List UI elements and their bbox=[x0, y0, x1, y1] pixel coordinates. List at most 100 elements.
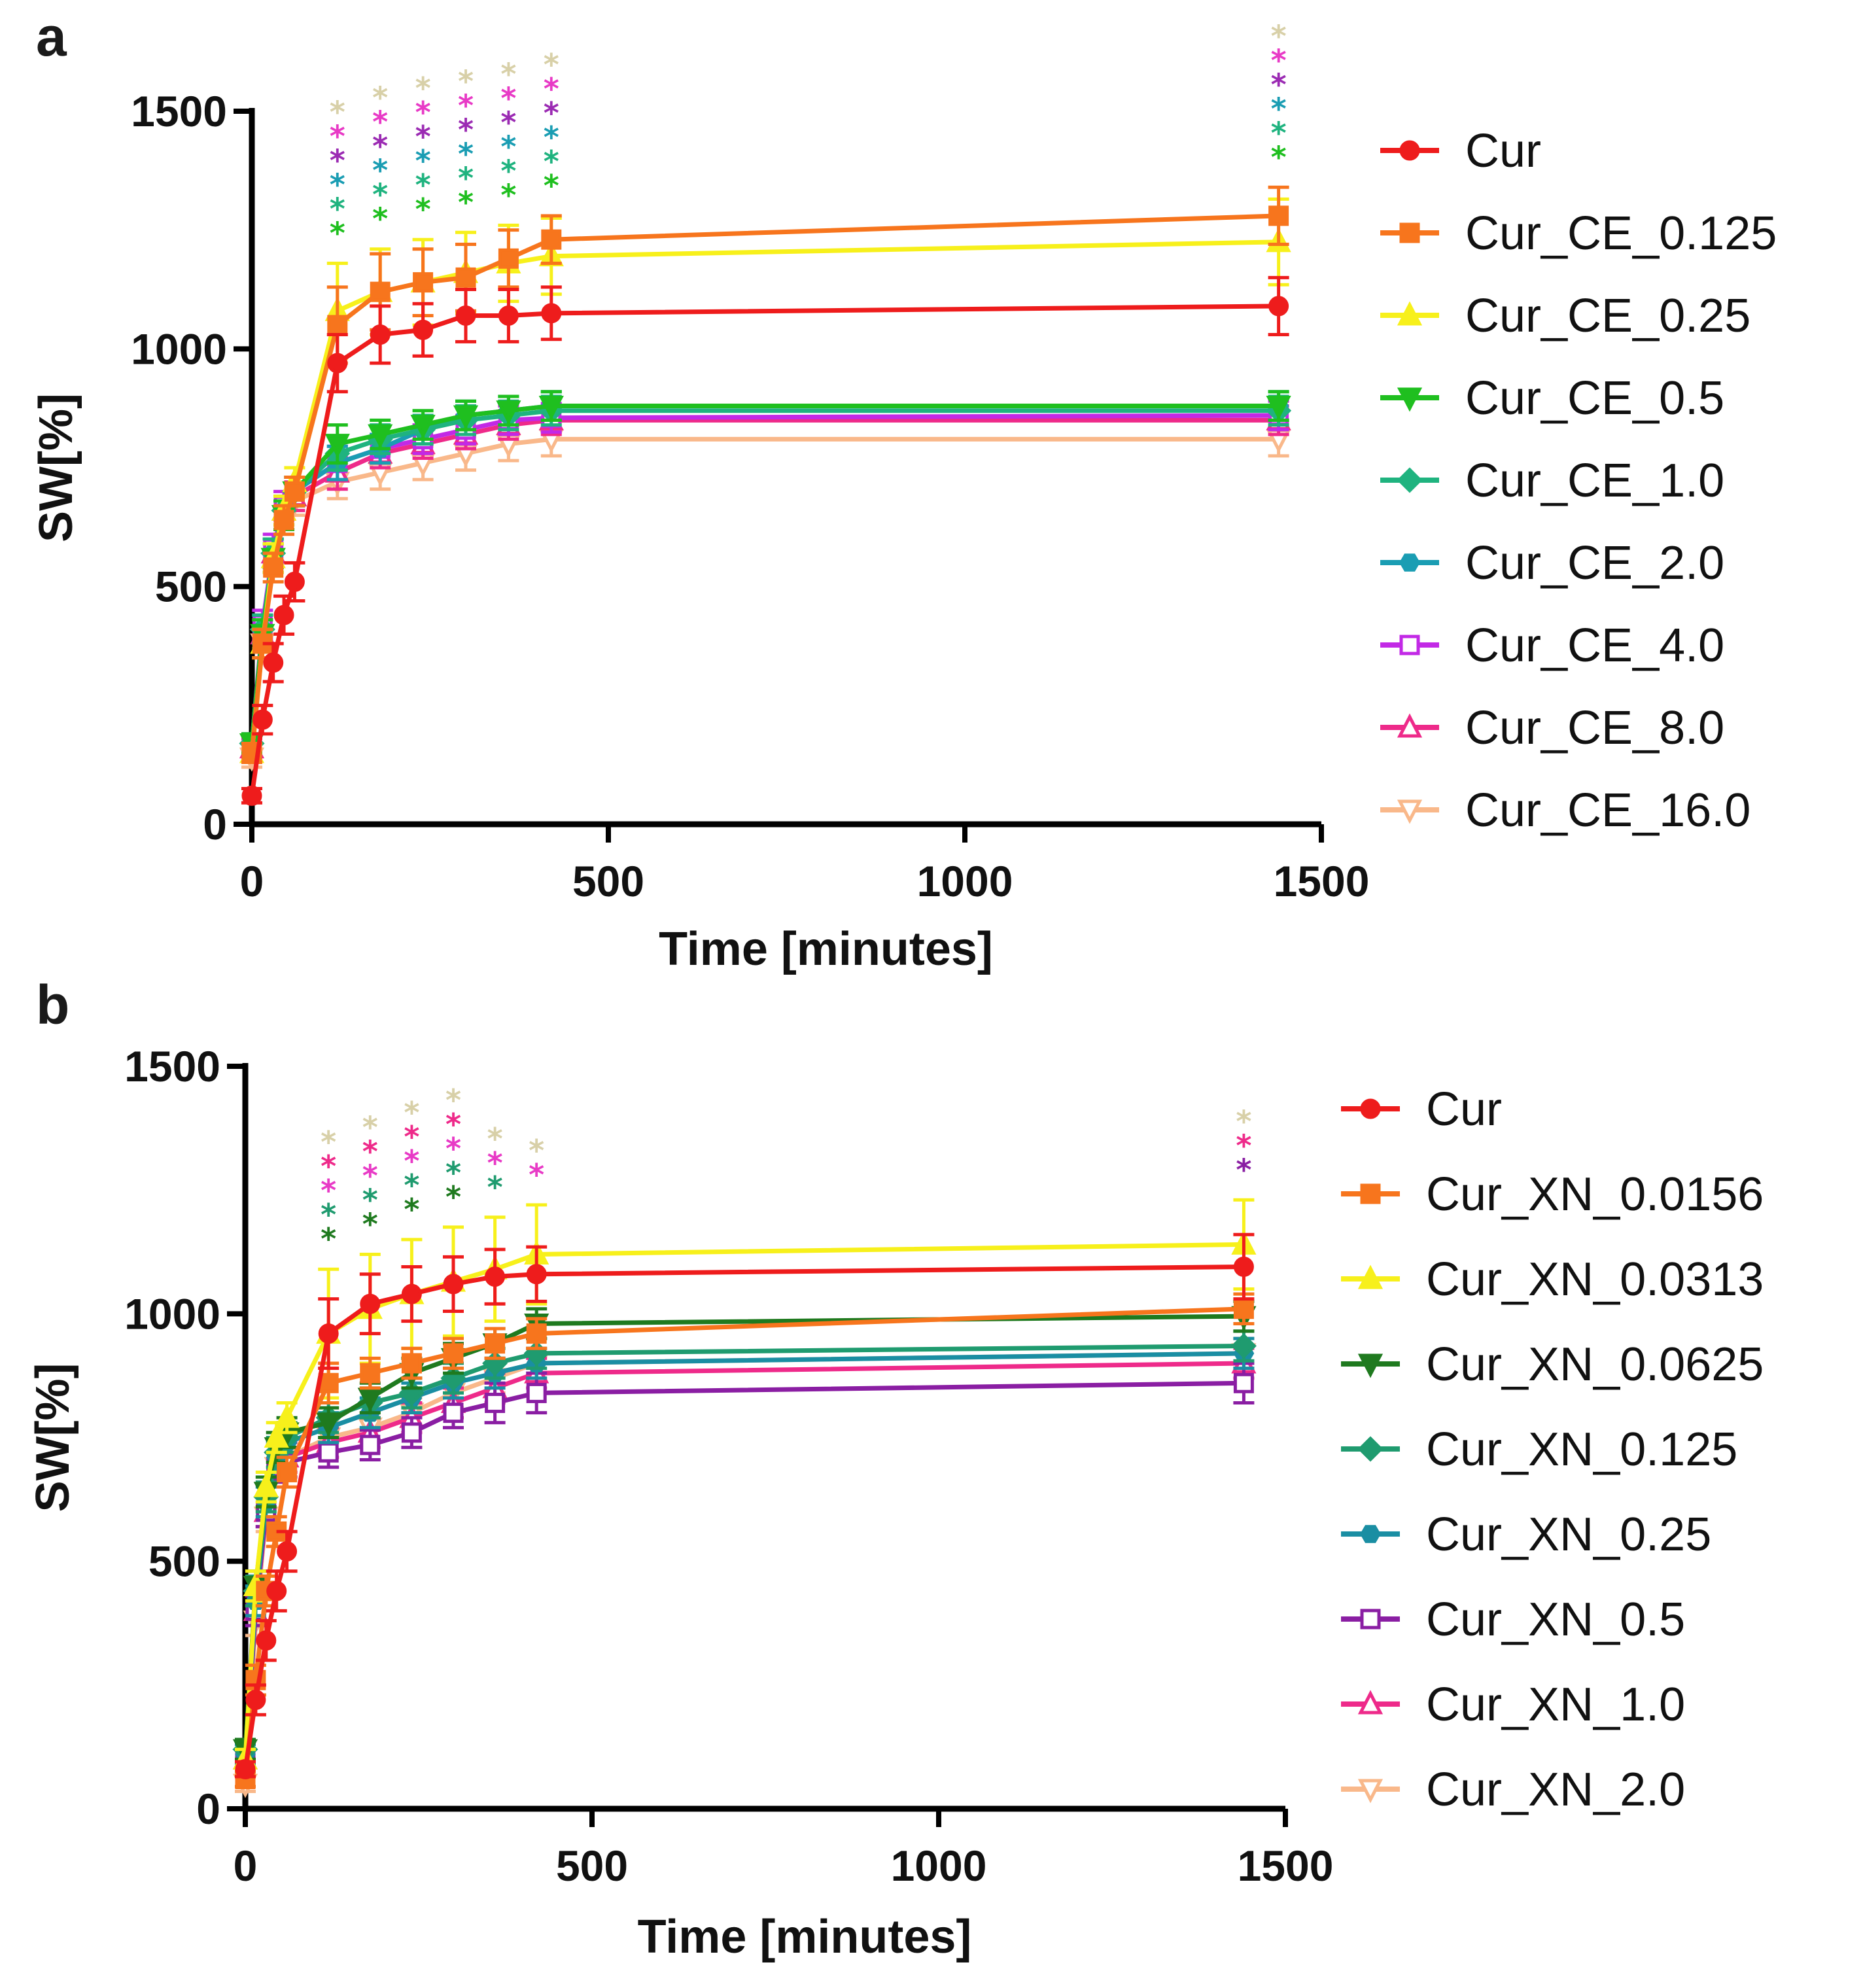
panel-b-legend-cur-xn-1-0-swatch-marker-0 bbox=[1357, 1690, 1384, 1715]
panel-a-legend-cur-ce-0-25-swatch-marker-0 bbox=[1397, 301, 1423, 326]
panel-a-cur-ce-0-125-marker-11 bbox=[1268, 205, 1289, 226]
panel-a-y-tick-label-3: 1500 bbox=[131, 87, 227, 135]
panel-b-y-tick-label-1: 500 bbox=[148, 1537, 220, 1586]
panel-a-significance-stars: ****************************************… bbox=[330, 18, 1287, 251]
panel-b-star-2-3: * bbox=[404, 1119, 419, 1155]
panel-a-cur-ce-8-0-series bbox=[239, 404, 1291, 759]
panel-a-legend-cur-ce-4-0-label: Cur_CE_4.0 bbox=[1465, 619, 1724, 672]
panel-a-star-4-4: * bbox=[500, 80, 516, 116]
panel-b-legend-cur-xn-2-0-swatch-marker-0 bbox=[1357, 1779, 1384, 1804]
panel-a-cur-ce-16-0-series bbox=[239, 421, 1291, 772]
panel-b-x-axis-title: Time [minutes] bbox=[638, 1911, 972, 1963]
panel-a-star-2-2: * bbox=[415, 143, 431, 179]
panel-b-x-tick-label-3: 1500 bbox=[1238, 1841, 1334, 1890]
panel-a-star-6-5: * bbox=[1271, 18, 1287, 54]
panel-b-cur-xn-0-0313-marker-3 bbox=[264, 1423, 289, 1448]
panel-a-legend-cur-ce-2-0-swatch-marker-0 bbox=[1399, 553, 1420, 572]
panel-b-legend-cur-label: Cur bbox=[1426, 1083, 1502, 1136]
panel-a-star-5-5: * bbox=[544, 47, 559, 82]
panel-a-cur-ce-0-5-marker-5 bbox=[324, 434, 350, 459]
panel-a-legend-cur-ce-1-0-label: Cur_CE_1.0 bbox=[1465, 455, 1724, 507]
panel-a-star-0-4: * bbox=[330, 119, 345, 154]
panel-b-cur-xn-0-125-series bbox=[232, 1329, 1257, 1762]
panel-b-legend-cur-xn-0-125-label: Cur_XN_0.125 bbox=[1426, 1423, 1737, 1476]
panel-a-star-0-5: * bbox=[330, 95, 345, 130]
panel-b-cur-xn-2-0-line bbox=[243, 1351, 1244, 1785]
panel-a-cur-ce-0-125-marker-9 bbox=[498, 248, 519, 269]
panel-b-star-1-3: * bbox=[362, 1134, 378, 1170]
panel-b-cur-marker-11 bbox=[1233, 1256, 1254, 1277]
panel-a-cur-marker-11 bbox=[1268, 296, 1289, 317]
panel-b-cur-xn-0-0156-marker-10 bbox=[526, 1323, 547, 1344]
panel-a-star-2-0: * bbox=[415, 192, 431, 227]
panel-a-cur-series bbox=[241, 275, 1289, 806]
panel-a-x-tick-label-0: 0 bbox=[240, 857, 264, 905]
panel-a-star-2-5: * bbox=[415, 71, 431, 106]
panel-a-star-5-0: * bbox=[544, 168, 559, 203]
panel-b-legend-cur-xn-0-0156-swatch-marker-0 bbox=[1360, 1183, 1381, 1204]
panel-b-legend-cur-swatch-marker-0 bbox=[1360, 1098, 1381, 1119]
panel-a-cur-ce-0-5-marker-11 bbox=[1266, 396, 1291, 420]
panel-b-legend-cur-xn-0-5-swatch-marker-0 bbox=[1360, 1609, 1381, 1630]
panel-a-star-1-1: * bbox=[372, 177, 388, 213]
panel-b-cur-marker-7 bbox=[401, 1283, 422, 1304]
panel-a-star-0-3: * bbox=[330, 143, 345, 179]
panel-b-legend-cur-xn-0-0313-swatch-marker-0 bbox=[1357, 1264, 1384, 1289]
panel-a-star-3-5: * bbox=[458, 63, 474, 99]
panel-a-cur-marker-8 bbox=[455, 305, 476, 326]
chart-panel-a: 0 500 1000 1500 0 500 1000 1500 Time [minutes] SW… bbox=[30, 18, 1777, 975]
panel-a-cur-ce-0-125-marker-10 bbox=[541, 229, 562, 250]
panel-b-star-2-2: * bbox=[404, 1143, 419, 1179]
panel-b-legend-cur-xn-1-0-label: Cur_XN_1.0 bbox=[1426, 1679, 1685, 1731]
panel-b-star-4-2: * bbox=[487, 1121, 503, 1157]
panel-a-legend-cur-swatch-marker-0 bbox=[1399, 140, 1420, 161]
panel-b-legend-cur-xn-0-5-label: Cur_XN_0.5 bbox=[1426, 1594, 1685, 1646]
panel-b-star-3-4: * bbox=[445, 1083, 461, 1118]
panel-b-star-6-0: * bbox=[1236, 1152, 1251, 1187]
panel-b-cur-xn-0-5-marker-6 bbox=[360, 1435, 381, 1456]
panel-b-star-1-2: * bbox=[362, 1159, 378, 1194]
panel-a-cur-ce-1-0-line bbox=[249, 408, 1279, 744]
panel-a-star-2-4: * bbox=[415, 95, 431, 130]
panel-a-series-group bbox=[239, 185, 1292, 806]
panel-b-y-tick-label-0: 0 bbox=[196, 1785, 220, 1833]
panel-a-star-3-0: * bbox=[458, 184, 474, 220]
panel-a-cur-ce-0-25-series bbox=[239, 197, 1291, 765]
panel-a-star-1-3: * bbox=[372, 129, 388, 164]
panel-b-star-1-4: * bbox=[362, 1110, 378, 1145]
panel-b-cur-xn-1-0-series bbox=[232, 1346, 1257, 1771]
panel-a-cur-marker-3 bbox=[273, 604, 294, 625]
panel-b-cur-marker-1 bbox=[245, 1690, 266, 1711]
panel-a-legend-cur-ce-8-0-swatch-marker-0 bbox=[1397, 713, 1423, 738]
panel-a-legend-cur-ce-16-0-swatch-marker-0 bbox=[1397, 799, 1423, 824]
panel-a-y-axis-title: SW[%] bbox=[30, 393, 82, 542]
panel-b-star-4-0: * bbox=[487, 1170, 503, 1205]
panel-b-cur-xn-0-0156-marker-7 bbox=[401, 1353, 422, 1374]
panel-b-cur-marker-0 bbox=[235, 1758, 256, 1779]
panel-b-star-2-0: * bbox=[404, 1192, 419, 1227]
panel-a-cur-ce-8-0-line bbox=[249, 417, 1279, 749]
panel-b-series-group bbox=[232, 1198, 1257, 1798]
panel-b-cur-marker-2 bbox=[256, 1630, 277, 1651]
panel-a-cur-ce-0-125-marker-8 bbox=[455, 267, 476, 288]
panel-a-legend-cur-ce-0-125-swatch-marker-0 bbox=[1399, 222, 1420, 243]
panel-b-cur-xn-0-0313-marker-4 bbox=[274, 1403, 300, 1428]
panel-a-cur-marker-9 bbox=[498, 305, 519, 326]
panel-b-cur-xn-0-125-marker-11 bbox=[1230, 1333, 1257, 1359]
panel-a-star-4-1: * bbox=[500, 153, 516, 188]
panel-b-cur-xn-0-0156-line bbox=[243, 1306, 1244, 1779]
panel-b-star-5-1: * bbox=[529, 1133, 544, 1168]
panel-a-cur-marker-10 bbox=[541, 303, 562, 324]
panel-a-cur-ce-0-125-marker-5 bbox=[327, 315, 348, 336]
panel-b-cur-xn-0-0313-series bbox=[232, 1198, 1257, 1771]
panel-b-x-tick-label-0: 0 bbox=[234, 1841, 258, 1890]
panel-a-star-2-3: * bbox=[415, 119, 431, 154]
panel-a-x-tick-label-3: 1500 bbox=[1274, 857, 1370, 905]
panel-a-legend-cur-ce-0-5-swatch-marker-0 bbox=[1397, 387, 1423, 412]
panel-a-y-tick-label-2: 1000 bbox=[131, 324, 227, 373]
panel-b-legend-cur-xn-0-25-swatch-marker-0 bbox=[1360, 1525, 1381, 1543]
panel-a-star-5-2: * bbox=[544, 120, 559, 155]
panel-b-legend-cur-xn-0-0625-label: Cur_XN_0.0625 bbox=[1426, 1338, 1764, 1391]
panel-b-significance-stars: **************************** bbox=[321, 1083, 1251, 1257]
panel-a-star-3-2: * bbox=[458, 136, 474, 171]
